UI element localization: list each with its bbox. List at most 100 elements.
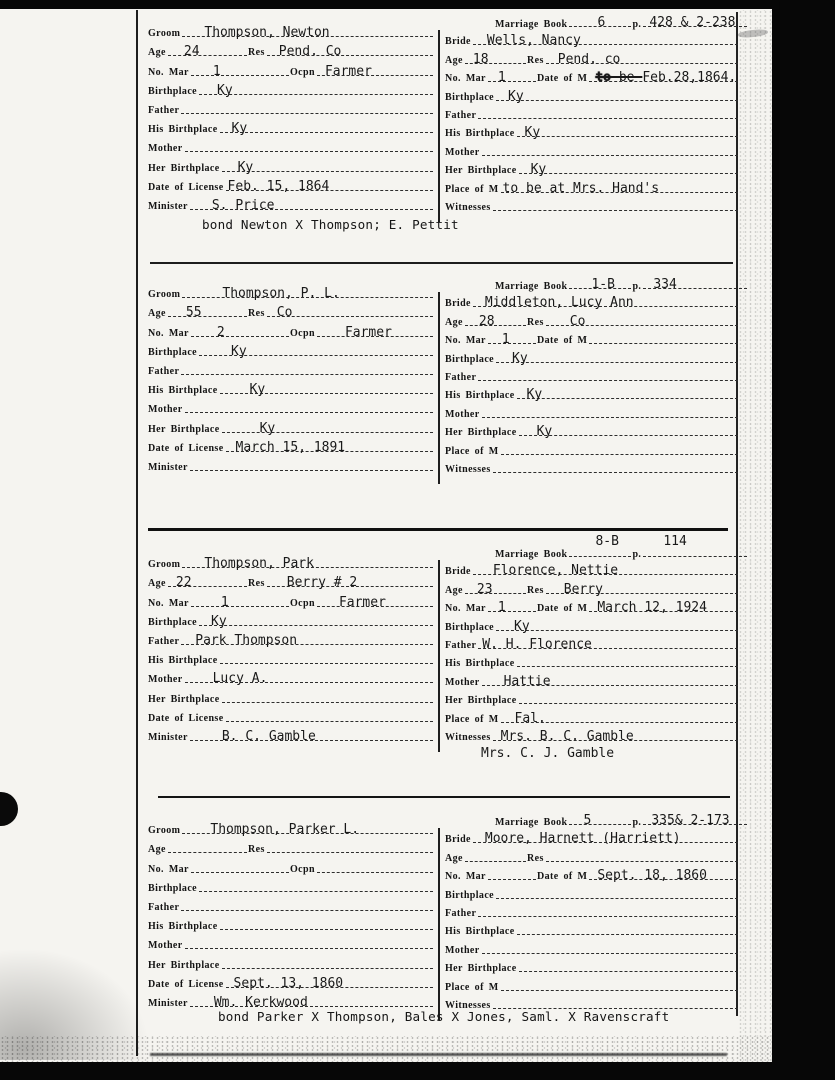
groom-field: Groom Thompson, Parker L.	[148, 819, 434, 838]
res-field: Res Berry # 2	[248, 572, 434, 591]
birthplace-dotted-line: Ky	[199, 611, 433, 629]
book-pages-value: 335& 2-173	[651, 813, 730, 828]
no-mar-field: No. Mar 1	[445, 330, 537, 348]
ocpn-dotted-line	[316, 857, 433, 873]
form-row: Minister B. C. Gamble	[148, 726, 434, 745]
form-row: Date of License	[148, 707, 434, 726]
mother-dotted-line: Lucy A.	[184, 668, 433, 687]
book-number-value: 6	[597, 15, 606, 30]
age-dotted-line: 24	[167, 41, 247, 60]
form-row: His Birthplace	[445, 921, 739, 939]
minister-field: Minister S. Price	[148, 195, 434, 214]
res-field: Res Co	[248, 302, 434, 321]
res-dotted-line: Co	[545, 311, 738, 329]
form-row: Witnesses Mrs. B. C. Gamble	[445, 727, 739, 745]
groom-value: Thompson, Park	[204, 556, 314, 572]
groom-dotted-line: Thompson, Newton	[182, 22, 433, 41]
father-dotted-line	[181, 896, 433, 911]
groom-field: Groom Thompson, Newton	[148, 22, 434, 41]
mother-field: Mother	[445, 141, 739, 159]
her-birthplace-dotted-line: Ky	[518, 422, 738, 440]
form-row: Her Birthplace	[148, 953, 434, 972]
age-field: Age 22	[148, 572, 248, 591]
groom-value: Thompson, Newton	[204, 25, 330, 41]
mother-dotted-line	[481, 141, 738, 156]
mother-field: Mother	[445, 403, 739, 421]
her-birthplace-label: Her Birthplace	[445, 963, 517, 975]
date-of-license-dotted-line: Feb. 15, 1864	[225, 176, 433, 194]
her-birthplace-field: Her Birthplace	[445, 958, 739, 976]
date-of-license-dotted-line: March 15, 1891	[225, 437, 433, 455]
age-label: Age	[445, 54, 463, 66]
mother-value: Lucy A.	[212, 671, 268, 687]
ocpn-label: Ocpn	[290, 863, 315, 875]
groom-label: Groom	[148, 28, 181, 40]
age-value: 24	[183, 44, 200, 60]
form-row: Her Birthplace Ky	[148, 156, 434, 175]
her-birthplace-dotted-line: Ky	[221, 417, 433, 436]
minister-field: Minister Wm. Kerkwood	[148, 992, 434, 1011]
age-value: 28	[478, 313, 495, 329]
her-birthplace-value: Ky	[536, 424, 553, 440]
no-mar-value: 2	[216, 324, 225, 340]
her-birthplace-label: Her Birthplace	[445, 427, 517, 439]
father-label: Father	[445, 907, 477, 919]
form-row: Birthplace	[148, 877, 434, 896]
birthplace-field: Birthplace Ky	[445, 86, 739, 104]
birthplace-dotted-line: Ky	[496, 86, 738, 104]
date-of-license-label: Date of License	[148, 978, 224, 990]
no-mar-label: No. Mar	[445, 871, 486, 883]
book-page-label: p.	[632, 817, 642, 828]
age-dotted-line: 28	[464, 311, 526, 329]
her-birthplace-field: Her Birthplace Ky	[148, 156, 434, 175]
her-birthplace-value: Ky	[237, 159, 254, 175]
birthplace-field: Birthplace Ky	[148, 611, 434, 630]
form-row: Birthplace Ky	[445, 86, 739, 104]
form-row: No. Mar 1 Ocpn Farmer	[148, 60, 434, 79]
her-birthplace-label: Her Birthplace	[148, 959, 220, 971]
age-value: 22	[175, 575, 192, 591]
res-dotted-line	[545, 847, 738, 862]
her-birthplace-dotted-line	[221, 687, 433, 703]
value-part: be	[611, 70, 643, 86]
no-mar-value: 1	[501, 332, 510, 348]
form-row: His Birthplace Ky	[445, 123, 739, 141]
place-of-m-dotted-line: Fal.	[500, 708, 738, 726]
groom-field: Groom Thompson, Park	[148, 553, 434, 572]
minister-field: Minister	[148, 456, 434, 475]
his-birthplace-label: His Birthplace	[445, 658, 515, 670]
mother-label: Mother	[445, 146, 480, 158]
date-of-license-value: Feb. 15, 1864	[227, 178, 330, 194]
no-mar-dotted-line: 1	[190, 591, 289, 610]
father-field: Father	[445, 903, 739, 921]
date-of-license-value: Sept. 13, 1860	[233, 975, 344, 991]
his-birthplace-dotted-line	[219, 649, 433, 665]
date-of-m-field: Date of M	[537, 330, 739, 348]
mother-label: Mother	[148, 674, 183, 686]
no-mar-value: 1	[497, 600, 506, 616]
his-birthplace-field: His Birthplace	[445, 653, 739, 671]
res-value: Berry	[563, 581, 603, 597]
book-number-line: 8-B	[569, 534, 632, 557]
age-label: Age	[445, 852, 463, 864]
form-row: Groom Thompson, Newton	[148, 22, 434, 41]
father-label: Father	[445, 639, 477, 651]
book-pages-line: 335& 2-173	[643, 812, 748, 828]
birthplace-dotted-line: Ky	[496, 616, 738, 634]
res-dotted-line: Berry	[545, 579, 738, 597]
form-row: No. Mar 2 Ocpn Farmer	[148, 321, 434, 340]
place-of-m-dotted-line: to be at Mrs. Hand's	[500, 178, 738, 196]
res-label: Res	[248, 308, 265, 320]
date-of-license-field: Date of License Feb. 15, 1864	[148, 176, 434, 195]
father-label: Father	[445, 371, 477, 383]
res-label: Res	[527, 584, 544, 596]
form-row: Age 18 Res Pend. co	[445, 49, 739, 67]
book-number-line: 1-B	[569, 276, 632, 292]
bride-dotted-line: Middleton, Lucy Ann	[472, 293, 738, 310]
birthplace-field: Birthplace Ky	[445, 348, 739, 366]
res-value: Co	[569, 313, 586, 329]
date-of-license-value: March 15, 1891	[235, 439, 346, 455]
minister-label: Minister	[148, 731, 188, 743]
